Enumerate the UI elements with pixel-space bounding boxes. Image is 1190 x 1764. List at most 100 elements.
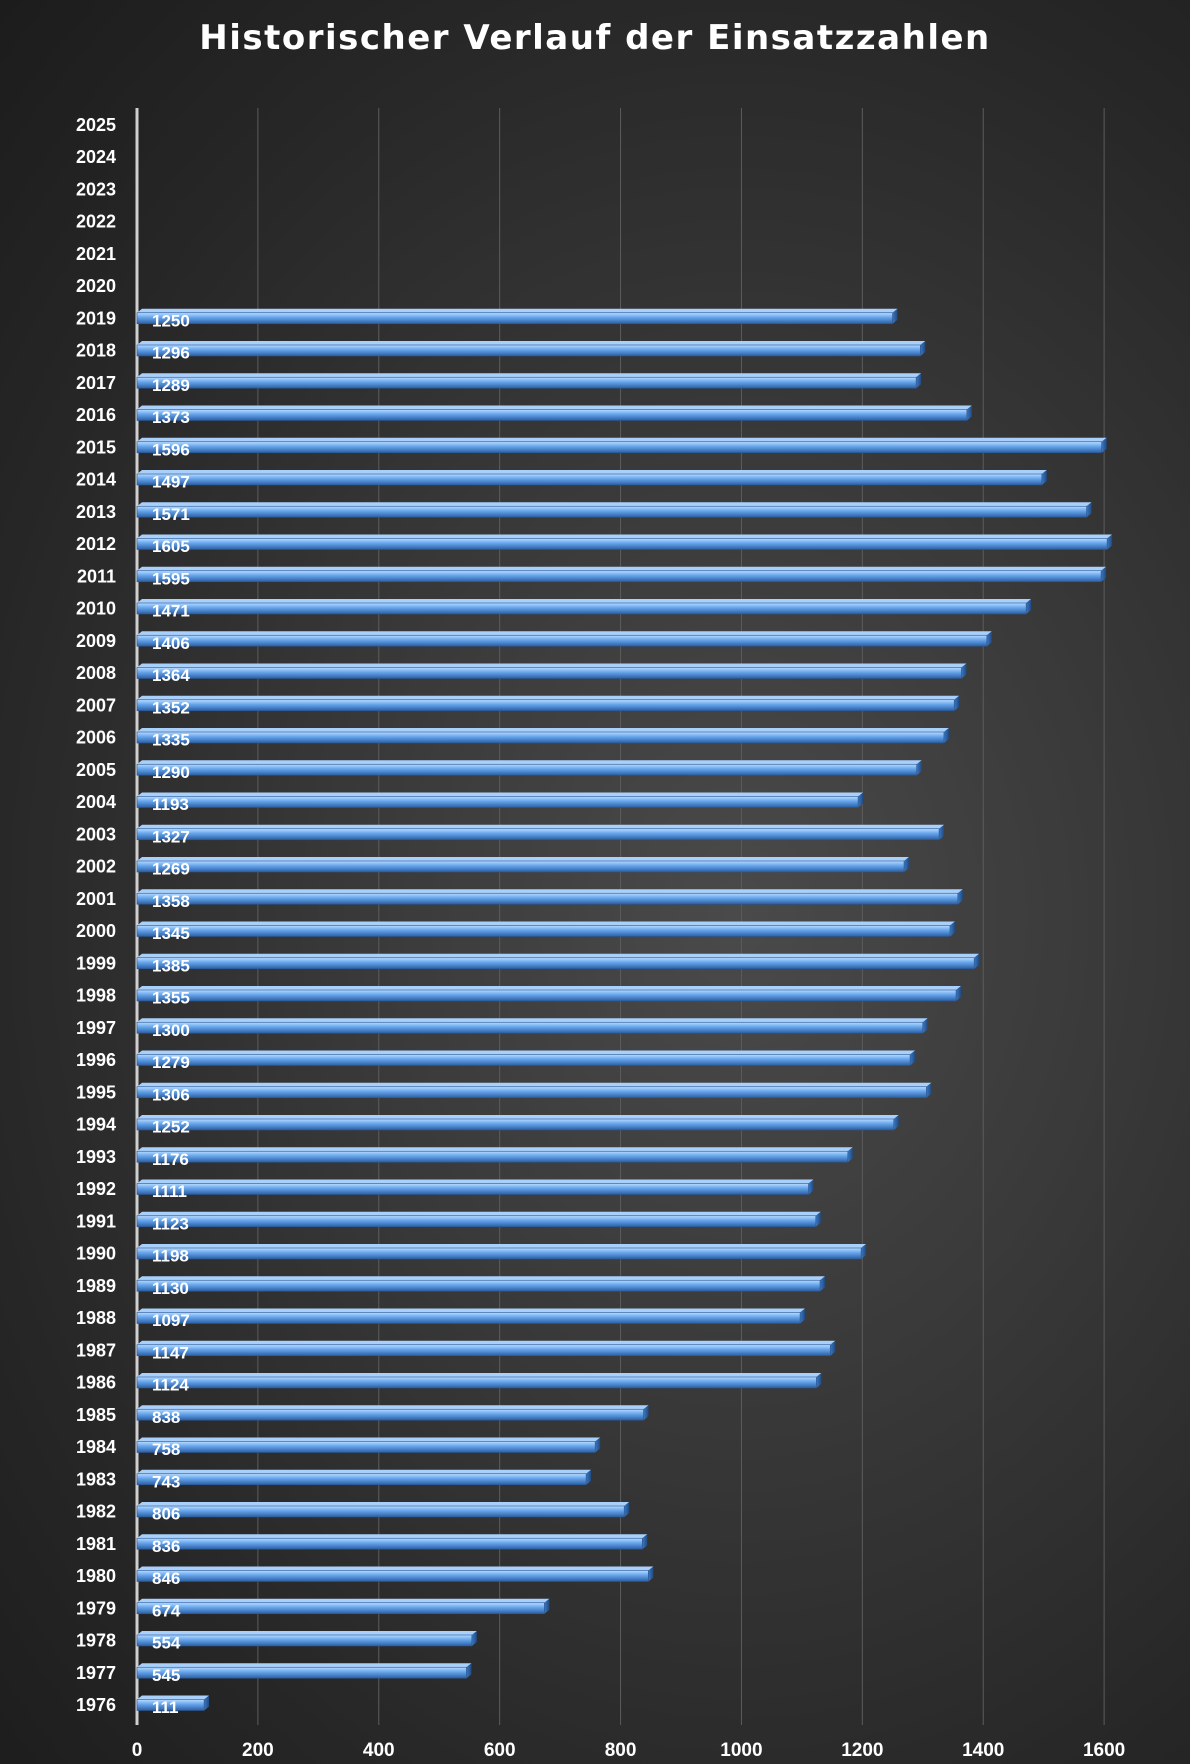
bar-face xyxy=(136,1344,831,1357)
bar xyxy=(136,728,949,744)
bar-end-cap xyxy=(815,1211,821,1227)
bar xyxy=(136,341,926,357)
y-tick-label: 2018 xyxy=(76,341,116,361)
bar-top-face xyxy=(137,1147,853,1152)
bar-face xyxy=(136,989,957,1002)
bar xyxy=(136,1695,210,1711)
bar-face xyxy=(136,344,921,357)
bar xyxy=(136,599,1032,615)
y-tick-label: 1984 xyxy=(76,1437,116,1457)
bar-top-face xyxy=(137,695,960,700)
bar xyxy=(136,1308,806,1324)
y-tick-label: 2011 xyxy=(77,566,116,586)
bars xyxy=(136,308,1113,1711)
bar xyxy=(136,1147,853,1163)
y-tick-label: 1983 xyxy=(76,1469,116,1489)
bar xyxy=(136,695,960,712)
bar-end-cap xyxy=(861,1244,867,1259)
bar-end-cap xyxy=(920,341,926,356)
y-tick-label: 1979 xyxy=(76,1598,116,1618)
x-tick-label: 1200 xyxy=(841,1740,883,1761)
data-label: 1279 xyxy=(152,1053,190,1072)
bar-top-face xyxy=(137,663,967,668)
data-label: 1406 xyxy=(152,634,190,653)
bar-face xyxy=(136,312,893,325)
bar-end-cap xyxy=(966,405,972,421)
y-tick-label: 1976 xyxy=(76,1695,116,1715)
y-tick-label: 1986 xyxy=(76,1373,116,1393)
data-label: 1327 xyxy=(152,827,190,846)
bar-face xyxy=(136,376,917,389)
bar-face xyxy=(136,1570,649,1582)
bar-end-cap xyxy=(1101,566,1107,582)
data-labels: 111 545 554 674 846 836 806 743 758 838 1124 1147 10… xyxy=(152,311,190,1717)
bar xyxy=(136,405,972,421)
bar-face xyxy=(136,1086,927,1099)
bar-face xyxy=(136,796,859,808)
data-label: 1269 xyxy=(152,860,190,879)
y-tick-label: 2015 xyxy=(76,437,116,457)
bar xyxy=(136,470,1047,486)
bar xyxy=(136,1663,472,1679)
bar-top-face xyxy=(137,470,1047,474)
bar-end-cap xyxy=(949,921,955,937)
bar-face xyxy=(136,1054,911,1066)
y-axis-tick-labels: 1976 1977 1978 1979 1980 1981 1982 1983 1984 1985… xyxy=(76,115,116,1715)
bar-top-face xyxy=(137,1244,867,1248)
y-tick-label: 2001 xyxy=(76,889,116,909)
bar-top-face xyxy=(137,1695,210,1700)
bar-top-face xyxy=(137,1050,916,1055)
data-label: 758 xyxy=(152,1440,180,1459)
data-label: 838 xyxy=(152,1408,180,1427)
bar-end-cap xyxy=(471,1631,477,1646)
y-tick-label: 1982 xyxy=(76,1502,116,1522)
bar xyxy=(136,631,992,647)
bar xyxy=(136,1437,601,1453)
bar-end-cap xyxy=(816,1373,822,1388)
bar-face xyxy=(136,1376,817,1389)
data-label: 1193 xyxy=(152,795,189,814)
y-tick-label: 1981 xyxy=(76,1534,116,1554)
bar xyxy=(136,986,962,1002)
bar-face xyxy=(136,1505,625,1518)
y-tick-label: 2000 xyxy=(76,921,116,941)
bar-face xyxy=(136,1602,545,1615)
data-label: 1385 xyxy=(152,956,190,975)
bar xyxy=(136,1373,822,1389)
data-label: 111 xyxy=(152,1698,179,1717)
bar-end-cap xyxy=(922,1018,928,1034)
bar-top-face xyxy=(137,1082,932,1087)
bar-top-face xyxy=(137,502,1092,507)
bar-top-face xyxy=(137,857,910,861)
bar xyxy=(136,1276,826,1292)
bar-face xyxy=(136,957,975,970)
y-tick-label: 1980 xyxy=(76,1566,116,1586)
bar-face xyxy=(136,1312,801,1324)
bar-top-face xyxy=(137,728,949,732)
y-tick-label: 2013 xyxy=(76,502,116,522)
bar-top-face xyxy=(137,921,955,926)
bar-face xyxy=(136,570,1102,583)
y-tick-label: 2002 xyxy=(76,857,116,877)
bar-end-cap xyxy=(957,889,963,905)
y-tick-label: 2016 xyxy=(76,405,116,425)
x-tick-label: 600 xyxy=(484,1740,516,1761)
y-tick-label: 1993 xyxy=(76,1147,116,1167)
bar-top-face xyxy=(137,599,1032,603)
bar-top-face xyxy=(137,1179,814,1184)
bar xyxy=(136,1340,836,1357)
bar-face xyxy=(136,1118,895,1131)
bar-end-cap xyxy=(892,308,898,324)
bar-end-cap xyxy=(595,1437,601,1453)
data-label: 1571 xyxy=(152,505,190,524)
x-tick-label: 1600 xyxy=(1083,1740,1125,1761)
bar xyxy=(136,1631,477,1647)
bar xyxy=(136,1405,649,1421)
y-tick-label: 2024 xyxy=(76,147,116,167)
bar-face xyxy=(136,1537,643,1550)
bar-end-cap xyxy=(643,1405,649,1421)
bar-end-cap xyxy=(1107,534,1113,550)
bar-face xyxy=(136,763,918,776)
bar-face xyxy=(136,1408,644,1421)
bar-end-cap xyxy=(830,1340,836,1356)
